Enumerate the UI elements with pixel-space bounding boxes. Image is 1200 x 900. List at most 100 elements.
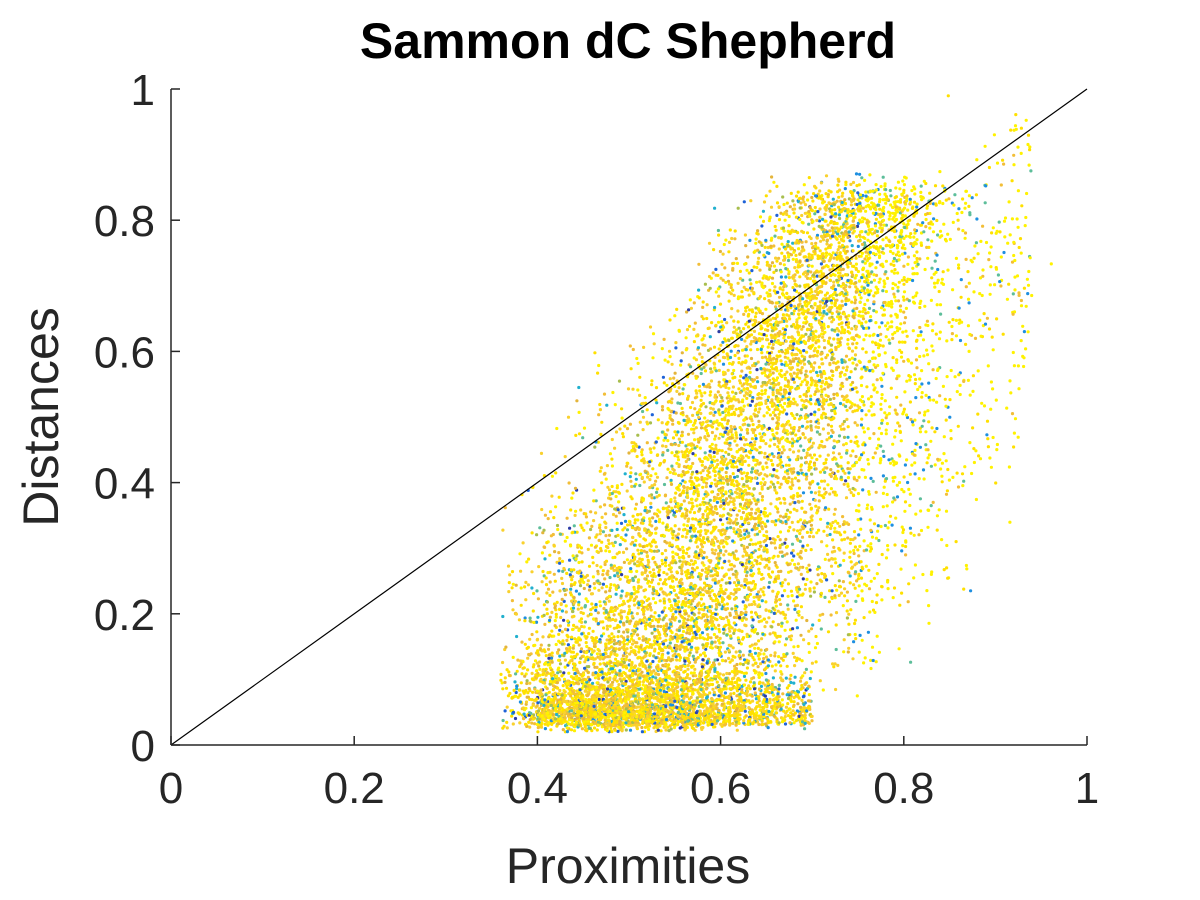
scatter-point xyxy=(877,562,881,567)
scatter-point xyxy=(733,439,737,443)
scatter-point xyxy=(850,402,854,406)
scatter-point xyxy=(753,249,757,253)
scatter-point xyxy=(662,570,666,575)
scatter-point xyxy=(561,639,565,643)
scatter-point xyxy=(831,296,836,300)
scatter-point xyxy=(875,572,879,576)
scatter-point xyxy=(882,223,886,227)
scatter-point xyxy=(724,549,728,553)
scatter-point xyxy=(867,568,871,572)
scatter-point xyxy=(929,298,934,302)
scatter-point xyxy=(739,467,743,471)
scatter-point xyxy=(572,729,577,733)
scatter-point xyxy=(681,470,685,474)
scatter-point xyxy=(802,638,806,642)
scatter-point xyxy=(750,615,754,619)
scatter-point xyxy=(699,529,703,533)
scatter-point xyxy=(757,547,761,552)
scatter-point xyxy=(699,616,704,620)
scatter-point xyxy=(797,613,801,617)
scatter-point xyxy=(747,463,751,467)
scatter-point xyxy=(919,195,923,199)
scatter-point xyxy=(836,663,840,668)
scatter-point xyxy=(795,320,799,324)
scatter-point xyxy=(779,359,783,363)
scatter-point xyxy=(809,627,814,631)
scatter-point xyxy=(881,289,885,293)
scatter-point xyxy=(936,278,940,282)
scatter-point xyxy=(805,191,809,195)
scatter-point xyxy=(766,514,770,518)
scatter-point xyxy=(604,590,608,594)
scatter-point xyxy=(532,591,536,596)
scatter-point xyxy=(793,207,797,211)
scatter-point xyxy=(789,569,793,573)
scatter-point xyxy=(636,560,640,564)
scatter-point xyxy=(725,633,729,637)
scatter-point xyxy=(513,680,517,684)
scatter-point xyxy=(500,681,504,685)
scatter-point xyxy=(864,230,868,234)
scatter-point xyxy=(763,507,767,511)
scatter-point xyxy=(710,490,714,494)
scatter-point xyxy=(832,203,836,207)
scatter-point xyxy=(654,386,659,390)
scatter-point xyxy=(549,728,553,732)
scatter-point xyxy=(901,330,905,334)
scatter-point xyxy=(725,321,729,325)
scatter-point xyxy=(566,623,571,627)
scatter-point xyxy=(614,641,619,646)
scatter-point xyxy=(700,568,705,572)
scatter-point xyxy=(518,688,522,692)
scatter-point xyxy=(915,250,919,254)
scatter-point xyxy=(928,211,932,216)
scatter-point xyxy=(723,531,727,535)
scatter-point xyxy=(826,630,831,634)
scatter-point xyxy=(569,587,573,591)
scatter-point xyxy=(779,501,783,505)
scatter-point xyxy=(837,234,842,238)
scatter-point xyxy=(685,681,689,685)
scatter-point xyxy=(900,246,905,250)
scatter-point xyxy=(1049,262,1053,266)
scatter-point xyxy=(667,656,671,660)
scatter-point xyxy=(732,325,736,329)
scatter-point xyxy=(730,412,734,416)
scatter-point xyxy=(746,288,750,292)
scatter-point xyxy=(826,265,830,269)
scatter-point xyxy=(742,674,747,679)
scatter-point xyxy=(736,281,740,285)
scatter-point xyxy=(877,220,881,224)
scatter-point xyxy=(863,291,867,295)
scatter-point xyxy=(669,585,673,589)
scatter-point xyxy=(784,537,788,542)
scatter-point xyxy=(604,477,608,481)
scatter-point xyxy=(505,726,509,730)
scatter-point xyxy=(908,378,912,382)
scatter-point xyxy=(829,468,833,472)
scatter-point xyxy=(840,381,844,385)
scatter-point xyxy=(526,583,531,587)
scatter-point xyxy=(793,604,798,608)
scatter-point xyxy=(755,532,760,536)
scatter-point xyxy=(714,594,718,598)
scatter-point xyxy=(790,437,795,441)
scatter-point xyxy=(699,604,703,608)
scatter-point xyxy=(710,589,714,593)
scatter-point xyxy=(741,398,745,402)
scatter-point xyxy=(866,238,870,242)
scatter-point xyxy=(786,258,791,263)
scatter-point xyxy=(927,381,931,385)
scatter-point xyxy=(622,636,626,640)
scatter-point xyxy=(642,345,646,349)
scatter-point xyxy=(625,558,630,562)
scatter-point xyxy=(610,632,614,636)
scatter-point xyxy=(669,629,673,633)
scatter-point xyxy=(778,485,782,489)
scatter-point xyxy=(755,481,760,485)
scatter-point xyxy=(707,559,711,563)
scatter-point xyxy=(573,637,577,641)
scatter-point xyxy=(848,550,852,554)
scatter-point xyxy=(771,432,775,437)
scatter-point xyxy=(841,515,845,519)
